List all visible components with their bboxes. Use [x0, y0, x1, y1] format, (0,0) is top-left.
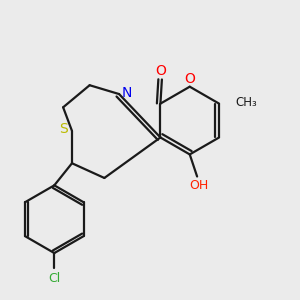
Text: O: O — [184, 72, 195, 86]
Text: S: S — [59, 122, 68, 136]
Text: OH: OH — [189, 179, 208, 192]
Text: N: N — [121, 85, 132, 100]
Text: Cl: Cl — [48, 272, 60, 285]
Text: O: O — [155, 64, 166, 78]
Text: CH₃: CH₃ — [235, 96, 257, 109]
